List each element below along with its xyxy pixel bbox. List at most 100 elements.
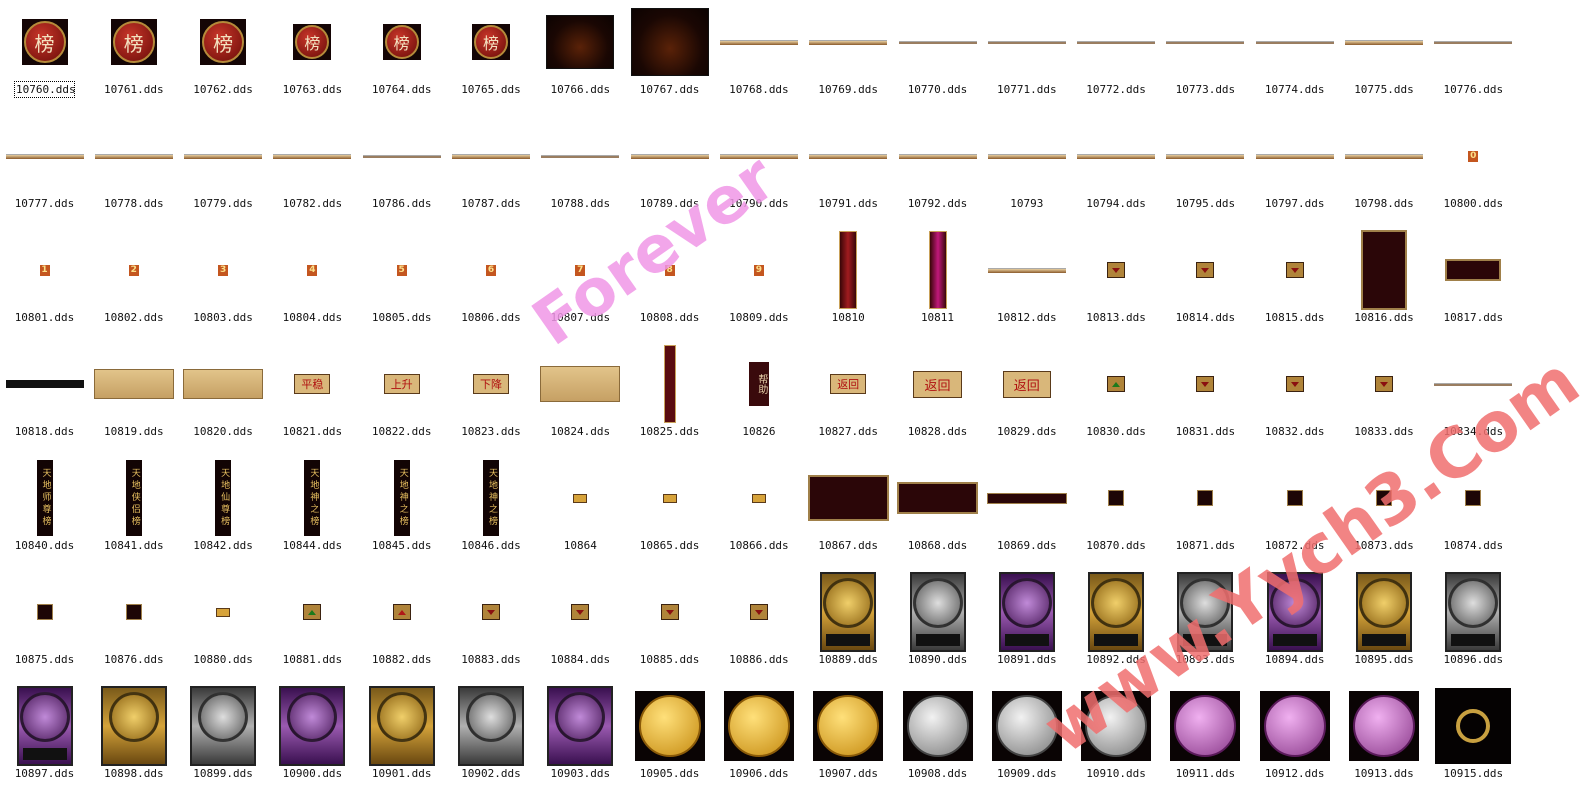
file-thumbnail[interactable]: 10873.dds	[1340, 456, 1429, 570]
file-thumbnail[interactable]: 10911.dds	[1161, 684, 1250, 798]
file-thumbnail[interactable]: 榜 10765.dds	[447, 0, 536, 114]
file-thumbnail[interactable]: 10893.dds	[1161, 570, 1250, 684]
file-thumbnail[interactable]: 10820.dds	[179, 342, 268, 456]
file-thumbnail[interactable]: 榜 10763.dds	[268, 0, 357, 114]
file-thumbnail[interactable]: 10768.dds	[714, 0, 803, 114]
file-thumbnail[interactable]: 10818.dds	[0, 342, 89, 456]
file-thumbnail[interactable]: 10770.dds	[893, 0, 982, 114]
file-thumbnail[interactable]: 10897.dds	[0, 684, 89, 798]
file-thumbnail[interactable]: 10782.dds	[268, 114, 357, 228]
file-thumbnail[interactable]: 10766.dds	[536, 0, 625, 114]
file-thumbnail[interactable]: 10825.dds	[625, 342, 714, 456]
file-thumbnail[interactable]: 榜 10761.dds	[89, 0, 178, 114]
file-thumbnail[interactable]: 1 10801.dds	[0, 228, 89, 342]
file-thumbnail[interactable]: 10910.dds	[1072, 684, 1161, 798]
file-thumbnail[interactable]: 3 10803.dds	[179, 228, 268, 342]
file-thumbnail[interactable]: 10816.dds	[1340, 228, 1429, 342]
file-thumbnail[interactable]: 10913.dds	[1340, 684, 1429, 798]
file-thumbnail[interactable]: 10881.dds	[268, 570, 357, 684]
file-thumbnail[interactable]: 10788.dds	[536, 114, 625, 228]
file-thumbnail[interactable]: 天地神之榜 10844.dds	[268, 456, 357, 570]
file-thumbnail[interactable]: 10902.dds	[447, 684, 536, 798]
file-thumbnail[interactable]: 10771.dds	[982, 0, 1071, 114]
file-thumbnail[interactable]: 天地师尊榜 10840.dds	[0, 456, 89, 570]
file-thumbnail[interactable]: 10791.dds	[804, 114, 893, 228]
file-thumbnail[interactable]: 10833.dds	[1340, 342, 1429, 456]
file-thumbnail[interactable]: 榜 10762.dds	[179, 0, 268, 114]
file-thumbnail[interactable]: 10779.dds	[179, 114, 268, 228]
file-thumbnail[interactable]: 10864	[536, 456, 625, 570]
file-thumbnail[interactable]: 10790.dds	[714, 114, 803, 228]
file-thumbnail[interactable]: 10892.dds	[1072, 570, 1161, 684]
file-thumbnail[interactable]: 10812.dds	[982, 228, 1071, 342]
file-thumbnail[interactable]: 10795.dds	[1161, 114, 1250, 228]
file-thumbnail[interactable]: 10905.dds	[625, 684, 714, 798]
file-thumbnail[interactable]: 10832.dds	[1250, 342, 1339, 456]
file-thumbnail[interactable]: 10896.dds	[1429, 570, 1518, 684]
file-thumbnail[interactable]: 10885.dds	[625, 570, 714, 684]
file-thumbnail[interactable]: 10907.dds	[804, 684, 893, 798]
file-thumbnail[interactable]: 0 10800.dds	[1429, 114, 1518, 228]
file-thumbnail[interactable]: 10866.dds	[714, 456, 803, 570]
file-thumbnail[interactable]: 上升 10822.dds	[357, 342, 446, 456]
file-thumbnail[interactable]: 10786.dds	[357, 114, 446, 228]
file-thumbnail[interactable]: 10793	[982, 114, 1071, 228]
file-thumbnail[interactable]: 返回 10828.dds	[893, 342, 982, 456]
file-thumbnail[interactable]: 10890.dds	[893, 570, 982, 684]
file-thumbnail[interactable]: 10798.dds	[1340, 114, 1429, 228]
file-thumbnail[interactable]: 10794.dds	[1072, 114, 1161, 228]
file-thumbnail[interactable]: 6 10806.dds	[447, 228, 536, 342]
file-thumbnail[interactable]: 10870.dds	[1072, 456, 1161, 570]
file-thumbnail[interactable]: 10819.dds	[89, 342, 178, 456]
file-thumbnail[interactable]: 10876.dds	[89, 570, 178, 684]
file-thumbnail[interactable]: 10908.dds	[893, 684, 982, 798]
file-thumbnail[interactable]: 2 10802.dds	[89, 228, 178, 342]
file-thumbnail[interactable]: 榜 10764.dds	[357, 0, 446, 114]
file-thumbnail[interactable]: 9 10809.dds	[714, 228, 803, 342]
file-thumbnail[interactable]: 10777.dds	[0, 114, 89, 228]
file-thumbnail[interactable]: 10815.dds	[1250, 228, 1339, 342]
file-thumbnail[interactable]: 帮助 10826	[714, 342, 803, 456]
file-thumbnail[interactable]: 10906.dds	[714, 684, 803, 798]
file-thumbnail[interactable]: 10915.dds	[1429, 684, 1518, 798]
file-thumbnail[interactable]: 10810	[804, 228, 893, 342]
file-thumbnail[interactable]: 10898.dds	[89, 684, 178, 798]
file-thumbnail[interactable]: 10813.dds	[1072, 228, 1161, 342]
file-thumbnail[interactable]: 天地神之榜 10845.dds	[357, 456, 446, 570]
file-thumbnail[interactable]: 10773.dds	[1161, 0, 1250, 114]
file-thumbnail[interactable]: 10899.dds	[179, 684, 268, 798]
file-thumbnail[interactable]: 返回 10829.dds	[982, 342, 1071, 456]
file-thumbnail[interactable]: 10824.dds	[536, 342, 625, 456]
file-thumbnail[interactable]: 10776.dds	[1429, 0, 1518, 114]
file-thumbnail[interactable]: 榜 10760.dds	[0, 0, 89, 114]
file-thumbnail[interactable]: 平稳 10821.dds	[268, 342, 357, 456]
file-thumbnail[interactable]: 天地侠侣榜 10841.dds	[89, 456, 178, 570]
file-thumbnail[interactable]: 10900.dds	[268, 684, 357, 798]
file-thumbnail[interactable]: 10831.dds	[1161, 342, 1250, 456]
file-thumbnail[interactable]: 10909.dds	[982, 684, 1071, 798]
file-thumbnail[interactable]: 10811	[893, 228, 982, 342]
file-thumbnail[interactable]: 5 10805.dds	[357, 228, 446, 342]
file-thumbnail[interactable]: 10886.dds	[714, 570, 803, 684]
file-thumbnail[interactable]: 10869.dds	[982, 456, 1071, 570]
file-thumbnail[interactable]: 10901.dds	[357, 684, 446, 798]
file-thumbnail[interactable]: 10797.dds	[1250, 114, 1339, 228]
file-thumbnail[interactable]: 10778.dds	[89, 114, 178, 228]
file-thumbnail[interactable]: 10789.dds	[625, 114, 714, 228]
file-thumbnail[interactable]: 7 10807.dds	[536, 228, 625, 342]
file-thumbnail[interactable]: 10891.dds	[982, 570, 1071, 684]
file-thumbnail[interactable]: 8 10808.dds	[625, 228, 714, 342]
file-thumbnail[interactable]: 10865.dds	[625, 456, 714, 570]
file-thumbnail[interactable]: 10769.dds	[804, 0, 893, 114]
file-thumbnail[interactable]: 10772.dds	[1072, 0, 1161, 114]
file-thumbnail[interactable]: 10894.dds	[1250, 570, 1339, 684]
file-thumbnail[interactable]: 10912.dds	[1250, 684, 1339, 798]
file-thumbnail[interactable]: 10874.dds	[1429, 456, 1518, 570]
file-thumbnail[interactable]: 10880.dds	[179, 570, 268, 684]
file-thumbnail[interactable]: 天地仙尊榜 10842.dds	[179, 456, 268, 570]
file-thumbnail[interactable]: 10814.dds	[1161, 228, 1250, 342]
file-thumbnail[interactable]: 下降 10823.dds	[447, 342, 536, 456]
file-thumbnail[interactable]: 10867.dds	[804, 456, 893, 570]
file-thumbnail[interactable]: 10883.dds	[447, 570, 536, 684]
file-thumbnail[interactable]: 4 10804.dds	[268, 228, 357, 342]
